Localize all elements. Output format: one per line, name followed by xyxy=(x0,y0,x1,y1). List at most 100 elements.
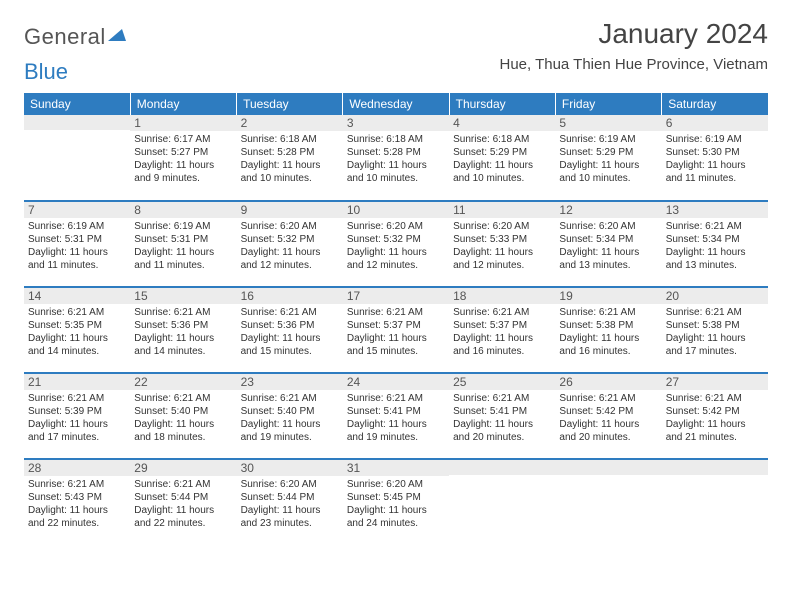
day-info: Sunrise: 6:21 AMSunset: 5:36 PMDaylight:… xyxy=(241,306,339,358)
day-number: 29 xyxy=(130,460,236,476)
weekday-header: Friday xyxy=(555,93,661,115)
calendar-day-cell: 29 Sunrise: 6:21 AMSunset: 5:44 PMDayligh… xyxy=(130,459,236,545)
day-number: 28 xyxy=(24,460,130,476)
day-number: 31 xyxy=(343,460,449,476)
calendar-day-cell: 12 Sunrise: 6:20 AMSunset: 5:34 PMDayligh… xyxy=(555,201,661,287)
day-number: 6 xyxy=(662,115,768,131)
day-number: 20 xyxy=(662,288,768,304)
day-number: 16 xyxy=(237,288,343,304)
calendar-day-cell: 15 Sunrise: 6:21 AMSunset: 5:36 PMDayligh… xyxy=(130,287,236,373)
calendar-day-cell xyxy=(24,115,130,201)
day-info: Sunrise: 6:21 AMSunset: 5:40 PMDaylight:… xyxy=(134,392,232,444)
day-info: Sunrise: 6:20 AMSunset: 5:32 PMDaylight:… xyxy=(241,220,339,272)
calendar-day-cell: 28 Sunrise: 6:21 AMSunset: 5:43 PMDayligh… xyxy=(24,459,130,545)
weekday-header: Saturday xyxy=(662,93,768,115)
calendar-day-cell: 23 Sunrise: 6:21 AMSunset: 5:40 PMDayligh… xyxy=(237,373,343,459)
calendar-day-cell: 17 Sunrise: 6:21 AMSunset: 5:37 PMDayligh… xyxy=(343,287,449,373)
title-block: January 2024 Hue, Thua Thien Hue Provinc… xyxy=(500,18,769,73)
day-info: Sunrise: 6:20 AMSunset: 5:32 PMDaylight:… xyxy=(347,220,445,272)
day-info: Sunrise: 6:21 AMSunset: 5:42 PMDaylight:… xyxy=(666,392,764,444)
calendar-day-cell: 7 Sunrise: 6:19 AMSunset: 5:31 PMDaylight… xyxy=(24,201,130,287)
calendar-day-cell: 24 Sunrise: 6:21 AMSunset: 5:41 PMDayligh… xyxy=(343,373,449,459)
day-number: 3 xyxy=(343,115,449,131)
calendar-day-cell: 30Sunrise: 6:20 AMSunset: 5:44 PMDayligh… xyxy=(237,459,343,545)
day-number: 12 xyxy=(555,202,661,218)
logo-word-1: General xyxy=(24,24,106,50)
day-number: 23 xyxy=(237,374,343,390)
calendar-day-cell: 1Sunrise: 6:17 AMSunset: 5:27 PMDaylight… xyxy=(130,115,236,201)
weekday-header: Sunday xyxy=(24,93,130,115)
calendar-day-cell: 27 Sunrise: 6:21 AMSunset: 5:42 PMDayligh… xyxy=(662,373,768,459)
calendar-day-cell: 6Sunrise: 6:19 AMSunset: 5:30 PMDaylight… xyxy=(662,115,768,201)
day-number: 27 xyxy=(662,374,768,390)
calendar-day-cell xyxy=(449,459,555,545)
day-info: Sunrise: 6:21 AMSunset: 5:44 PMDaylight:… xyxy=(134,478,232,530)
calendar-day-cell: 13 Sunrise: 6:21 AMSunset: 5:34 PMDayligh… xyxy=(662,201,768,287)
calendar-day-cell: 14Sunrise: 6:21 AMSunset: 5:35 PMDayligh… xyxy=(24,287,130,373)
day-number: 30 xyxy=(237,460,343,476)
day-number: 26 xyxy=(555,374,661,390)
calendar-week-row: 7Sunrise: 6:19 AMSunset: 5:31 PMDaylight… xyxy=(24,201,768,287)
calendar-day-cell: 2 Sunrise: 6:18 AMSunset: 5:28 PMDaylight… xyxy=(237,115,343,201)
day-number: 24 xyxy=(343,374,449,390)
calendar-week-row: 21Sunrise: 6:21 AMSunset: 5:39 PMDayligh… xyxy=(24,373,768,459)
day-info: Sunrise: 6:21 AMSunset: 5:41 PMDaylight:… xyxy=(453,392,551,444)
day-info: Sunrise: 6:19 AMSunset: 5:31 PMDaylight:… xyxy=(28,220,126,272)
calendar-day-cell: 22Sunrise: 6:21 AMSunset: 5:40 PMDayligh… xyxy=(130,373,236,459)
calendar-table: SundayMondayTuesdayWednesdayThursdayFrid… xyxy=(24,93,768,545)
day-info: Sunrise: 6:21 AMSunset: 5:37 PMDaylight:… xyxy=(453,306,551,358)
empty-day-bar xyxy=(555,460,661,475)
day-info: Sunrise: 6:20 AMSunset: 5:33 PMDaylight:… xyxy=(453,220,551,272)
day-info: Sunrise: 6:21 AMSunset: 5:35 PMDaylight:… xyxy=(28,306,126,358)
empty-day-bar xyxy=(24,115,130,130)
calendar-day-cell: 8 Sunrise: 6:19 AMSunset: 5:31 PMDaylight… xyxy=(130,201,236,287)
day-number: 25 xyxy=(449,374,555,390)
weekday-header: Monday xyxy=(130,93,236,115)
empty-day-bar xyxy=(449,460,555,475)
day-info: Sunrise: 6:19 AMSunset: 5:31 PMDaylight:… xyxy=(134,220,232,272)
day-info: Sunrise: 6:21 AMSunset: 5:39 PMDaylight:… xyxy=(28,392,126,444)
day-info: Sunrise: 6:21 AMSunset: 5:38 PMDaylight:… xyxy=(559,306,657,358)
day-info: Sunrise: 6:21 AMSunset: 5:34 PMDaylight:… xyxy=(666,220,764,272)
calendar-page: General January 2024 Hue, Thua Thien Hue… xyxy=(0,0,792,563)
day-number: 19 xyxy=(555,288,661,304)
calendar-body: 1Sunrise: 6:17 AMSunset: 5:27 PMDaylight… xyxy=(24,115,768,545)
calendar-day-cell: 19 Sunrise: 6:21 AMSunset: 5:38 PMDayligh… xyxy=(555,287,661,373)
day-info: Sunrise: 6:21 AMSunset: 5:42 PMDaylight:… xyxy=(559,392,657,444)
calendar-week-row: 28 Sunrise: 6:21 AMSunset: 5:43 PMDayligh… xyxy=(24,459,768,545)
calendar-head: SundayMondayTuesdayWednesdayThursdayFrid… xyxy=(24,93,768,115)
day-number: 18 xyxy=(449,288,555,304)
day-number: 2 xyxy=(237,115,343,131)
logo: General xyxy=(24,24,126,50)
day-info: Sunrise: 6:21 AMSunset: 5:41 PMDaylight:… xyxy=(347,392,445,444)
day-number: 5 xyxy=(555,115,661,131)
day-info: Sunrise: 6:21 AMSunset: 5:40 PMDaylight:… xyxy=(241,392,339,444)
calendar-day-cell: 4 Sunrise: 6:18 AMSunset: 5:29 PMDaylight… xyxy=(449,115,555,201)
day-number: 17 xyxy=(343,288,449,304)
day-info: Sunrise: 6:18 AMSunset: 5:28 PMDaylight:… xyxy=(241,133,339,185)
day-number: 9 xyxy=(237,202,343,218)
day-number: 8 xyxy=(130,202,236,218)
calendar-week-row: 1Sunrise: 6:17 AMSunset: 5:27 PMDaylight… xyxy=(24,115,768,201)
day-info: Sunrise: 6:21 AMSunset: 5:38 PMDaylight:… xyxy=(666,306,764,358)
day-number: 13 xyxy=(662,202,768,218)
calendar-day-cell: 9 Sunrise: 6:20 AMSunset: 5:32 PMDaylight… xyxy=(237,201,343,287)
empty-day-bar xyxy=(662,460,768,475)
day-number: 4 xyxy=(449,115,555,131)
day-number: 7 xyxy=(24,202,130,218)
calendar-day-cell: 3 Sunrise: 6:18 AMSunset: 5:28 PMDaylight… xyxy=(343,115,449,201)
day-info: Sunrise: 6:18 AMSunset: 5:28 PMDaylight:… xyxy=(347,133,445,185)
day-info: Sunrise: 6:21 AMSunset: 5:43 PMDaylight:… xyxy=(28,478,126,530)
day-info: Sunrise: 6:17 AMSunset: 5:27 PMDaylight:… xyxy=(134,133,232,185)
day-info: Sunrise: 6:18 AMSunset: 5:29 PMDaylight:… xyxy=(453,133,551,185)
day-number: 10 xyxy=(343,202,449,218)
weekday-header: Wednesday xyxy=(343,93,449,115)
day-info: Sunrise: 6:21 AMSunset: 5:37 PMDaylight:… xyxy=(347,306,445,358)
location-text: Hue, Thua Thien Hue Province, Vietnam xyxy=(500,56,769,73)
calendar-day-cell: 20 Sunrise: 6:21 AMSunset: 5:38 PMDayligh… xyxy=(662,287,768,373)
day-info: Sunrise: 6:21 AMSunset: 5:36 PMDaylight:… xyxy=(134,306,232,358)
calendar-day-cell: 26 Sunrise: 6:21 AMSunset: 5:42 PMDayligh… xyxy=(555,373,661,459)
day-info: Sunrise: 6:20 AMSunset: 5:34 PMDaylight:… xyxy=(559,220,657,272)
day-number: 15 xyxy=(130,288,236,304)
day-info: Sunrise: 6:19 AMSunset: 5:29 PMDaylight:… xyxy=(559,133,657,185)
